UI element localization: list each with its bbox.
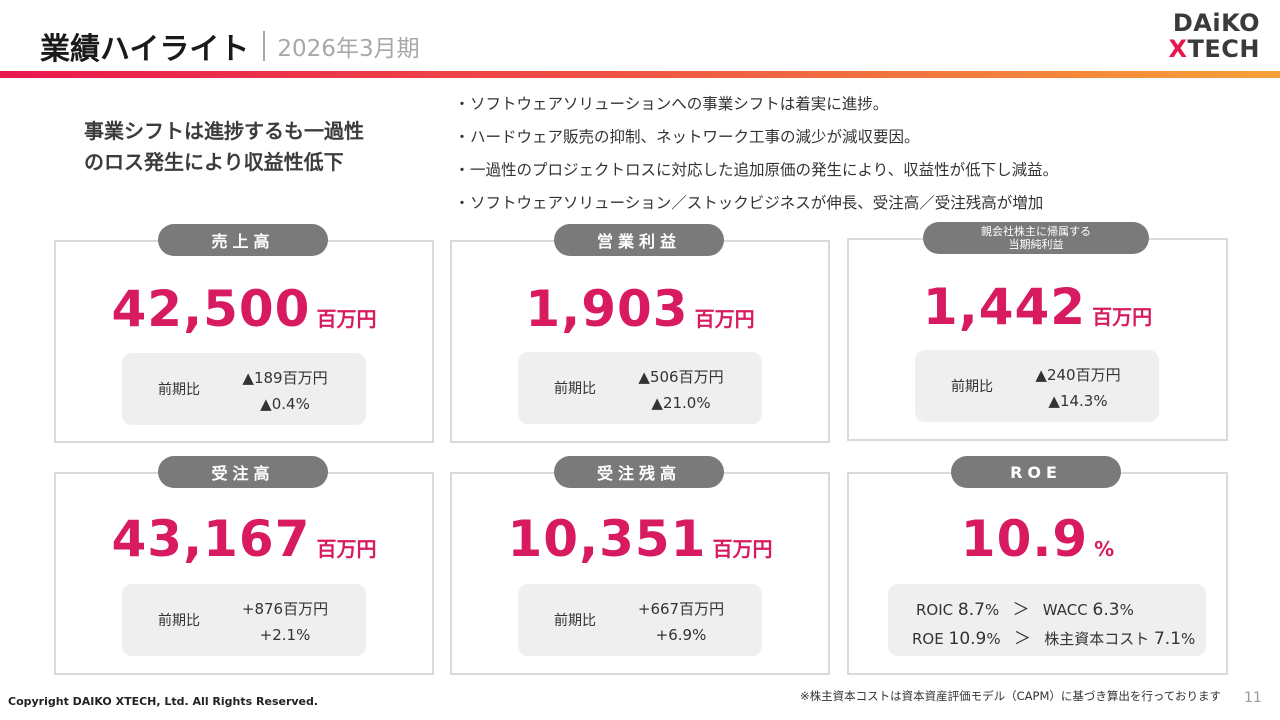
bullet-marker: ・ (454, 95, 470, 113)
comparison-box: 前期比 +876百万円 +2.1% (122, 584, 366, 656)
lead-line2: のロス発生により収益性低下 (84, 150, 344, 174)
kpi-unit: % (1094, 537, 1115, 561)
kpi-card-order-backlog: 10,351 百万円 前期比 +667百万円 +6.9% (450, 472, 830, 675)
kpi-label-line1: 親会社株主に帰属する (981, 225, 1091, 238)
comparison-label: 前期比 (554, 613, 596, 629)
kpi-value-row: 42,500 百万円 (56, 280, 432, 338)
roe-comparison-box: ROIC 8.7% ＞ WACC 6.3% ROE 10.9% ＞ 株主資本コス… (888, 584, 1206, 656)
comparison-percent: ▲21.0% (651, 394, 711, 412)
kpi-value-row: 43,167 百万円 (56, 510, 432, 568)
comparison-label: 前期比 (158, 382, 200, 398)
footnote: ※株主資本コストは資本資産評価モデル（CAPM）に基づき算出を行っております (800, 689, 1221, 703)
kpi-label-sales: 売上高 (158, 224, 328, 256)
comparison-absolute: ▲240百万円 (1035, 366, 1121, 384)
bullet-marker: ・ (454, 161, 470, 179)
greater-than-sign: ＞ (1012, 600, 1030, 620)
kpi-unit: 百万円 (316, 537, 377, 561)
bullet-marker: ・ (454, 194, 470, 212)
kpi-value-row: 10,351 百万円 (452, 510, 828, 568)
bullet-item: ・ソフトウェアソリューションへの事業シフトは着実に進捗。 (454, 88, 1058, 121)
kpi-value: 1,903 (525, 280, 689, 338)
kpi-label-roe: ROE (951, 456, 1121, 488)
comparison-label: 前期比 (951, 379, 993, 395)
comparison-label: 前期比 (554, 381, 596, 397)
bullet-item: ・一過性のプロジェクトロスに対応した追加原価の発生により、収益性が低下し減益。 (454, 154, 1058, 187)
copyright-text: Copyright DAIKO XTECH, Ltd. All Rights R… (8, 695, 319, 708)
comparison-percent: +6.9% (655, 626, 707, 644)
page-number: 11 (1244, 690, 1262, 706)
comparison-box: 前期比 ▲506百万円 ▲21.0% (518, 352, 762, 424)
title-separator (263, 31, 266, 61)
roe-value: 6.3 (1092, 600, 1120, 620)
roe-key: ROIC (916, 601, 954, 619)
greater-than-sign: ＞ (1013, 629, 1031, 649)
comparison-absolute: ▲189百万円 (242, 369, 328, 387)
kpi-value-row: 10.9% (849, 510, 1226, 568)
roe-key: ROE (912, 630, 944, 648)
lead-statement: 事業シフトは進捗するも一過性 のロス発生により収益性低下 (84, 116, 434, 178)
kpi-label-net-income: 親会社株主に帰属する 当期純利益 (923, 222, 1149, 254)
kpi-unit: 百万円 (712, 537, 773, 561)
roe-row-roe-cost: ROE 10.9% ＞ 株主資本コスト 7.1% (912, 624, 1195, 649)
roe-row-roic-wacc: ROIC 8.7% ＞ WACC 6.3% (916, 595, 1134, 620)
page-subtitle: 2026年3月期 (277, 36, 420, 62)
roe-unit: % (1181, 630, 1196, 648)
roe-key: WACC (1042, 601, 1088, 619)
roe-value: 10.9 (948, 629, 987, 649)
logo-x-mark: X (1168, 35, 1188, 63)
logo-line1: DAiKO (1172, 9, 1260, 37)
kpi-value: 10,351 (507, 510, 707, 568)
page-title: 業績ハイライト (40, 32, 250, 67)
kpi-value: 42,500 (111, 280, 311, 338)
roe-unit: % (984, 601, 1000, 619)
kpi-value: 1,442 (922, 278, 1087, 336)
title-gradient-bar (0, 71, 1280, 78)
slide-title: 業績ハイライト 2026年3月期 (40, 24, 420, 68)
kpi-unit: 百万円 (316, 307, 377, 331)
kpi-label-order-backlog: 受注残高 (554, 456, 724, 488)
kpi-unit: 百万円 (1092, 305, 1153, 329)
kpi-card-sales: 42,500 百万円 前期比 ▲189百万円 ▲0.4% (54, 240, 434, 443)
bullet-item: ・ハードウェア販売の抑制、ネットワーク工事の減少が減収要因。 (454, 121, 1058, 154)
kpi-value-row: 1,442 百万円 (849, 278, 1226, 336)
bullet-item: ・ソフトウェアソリューション／ストックビジネスが伸長、受注高／受注残高が増加 (454, 187, 1058, 220)
comparison-box: 前期比 ▲240百万円 ▲14.3% (915, 350, 1159, 422)
roe-unit: % (1119, 601, 1134, 619)
comparison-percent: ▲14.3% (1048, 392, 1108, 410)
roe-key: 株主資本コスト (1044, 630, 1150, 648)
comparison-percent: ▲0.4% (260, 395, 310, 413)
kpi-card-net-income: 1,442 百万円 前期比 ▲240百万円 ▲14.3% (847, 238, 1228, 441)
kpi-card-roe: 10.9% ROIC 8.7% ＞ WACC 6.3% ROE 10.9% ＞ … (847, 472, 1228, 675)
comparison-absolute: +667百万円 (637, 600, 725, 618)
kpi-label-operating-income: 営業利益 (554, 224, 724, 256)
bullet-text: ソフトウェアソリューション／ストックビジネスが伸長、受注高／受注残高が増加 (470, 194, 1044, 212)
roe-value: 8.7 (957, 600, 985, 620)
kpi-value-row: 1,903 百万円 (452, 280, 828, 338)
logo-line2: XTECH (1150, 36, 1260, 62)
bullet-text: 一過性のプロジェクトロスに対応した追加原価の発生により、収益性が低下し減益。 (470, 161, 1059, 179)
comparison-percent: +2.1% (259, 626, 311, 644)
kpi-unit: 百万円 (694, 307, 755, 331)
bullet-text: ハードウェア販売の抑制、ネットワーク工事の減少が減収要因。 (470, 128, 920, 146)
company-logo: DAiKO XTECH (1150, 10, 1260, 62)
kpi-value: 43,167 (111, 510, 311, 568)
roe-value: 7.1 (1153, 629, 1182, 649)
kpi-label-orders: 受注高 (158, 456, 328, 488)
kpi-card-operating-income: 1,903 百万円 前期比 ▲506百万円 ▲21.0% (450, 240, 830, 443)
bullet-marker: ・ (454, 128, 470, 146)
comparison-absolute: ▲506百万円 (638, 368, 724, 386)
highlight-bullets: ・ソフトウェアソリューションへの事業シフトは着実に進捗。 ・ハードウェア販売の抑… (454, 88, 1058, 220)
bullet-text: ソフトウェアソリューションへの事業シフトは着実に進捗。 (470, 95, 889, 113)
kpi-value: 10.9 (960, 510, 1089, 568)
comparison-box: 前期比 ▲189百万円 ▲0.4% (122, 353, 366, 425)
logo-line2-text: TECH (1187, 35, 1260, 63)
comparison-box: 前期比 +667百万円 +6.9% (518, 584, 762, 656)
lead-line1: 事業シフトは進捗するも一過性 (84, 119, 364, 143)
kpi-label-line2: 当期純利益 (1008, 238, 1064, 251)
comparison-label: 前期比 (158, 613, 200, 629)
kpi-card-orders: 43,167 百万円 前期比 +876百万円 +2.1% (54, 472, 434, 675)
comparison-absolute: +876百万円 (241, 600, 329, 618)
roe-unit: % (986, 630, 1001, 648)
